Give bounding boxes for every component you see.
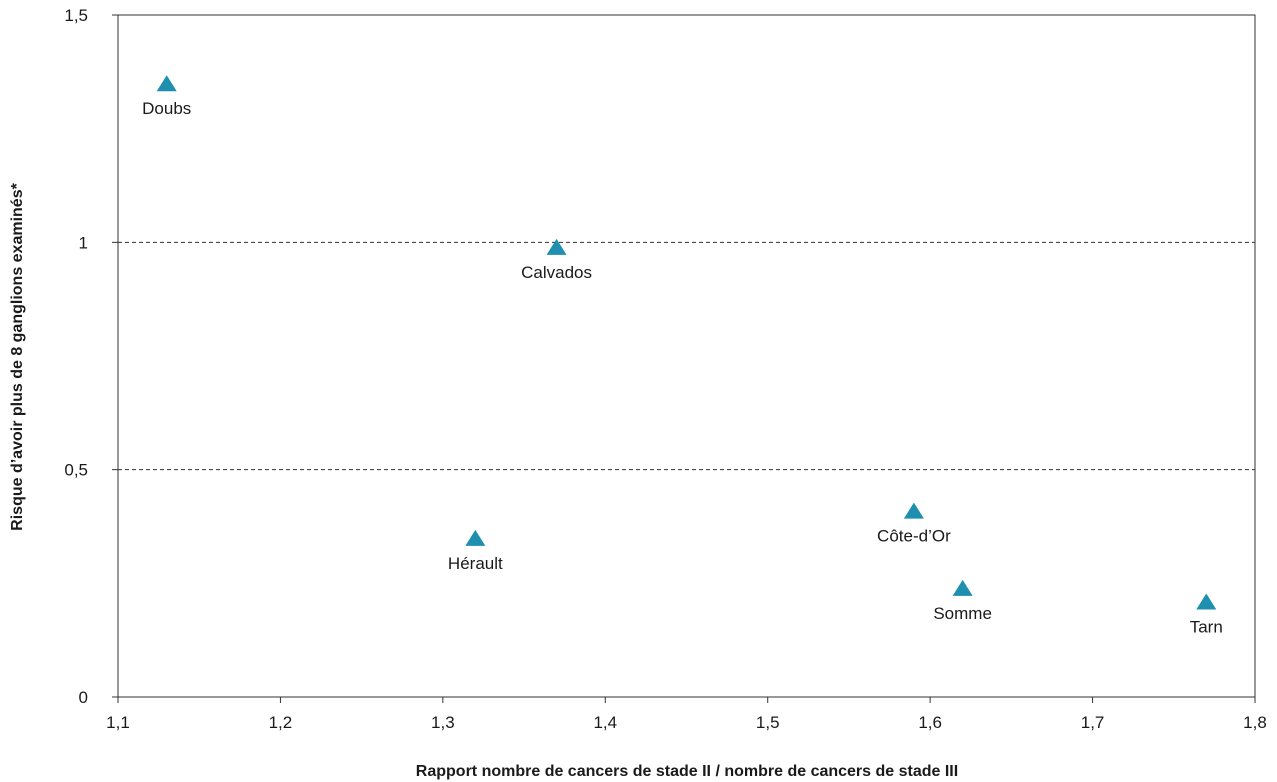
data-point-label: Hérault: [448, 554, 503, 573]
data-point-marker: [1196, 593, 1217, 610]
reference-lines: [118, 241, 1255, 471]
x-axis: 1,1 1,2 1,3 1,4 1,5 1,6 1,7 1,8: [106, 697, 1267, 732]
data-points: Doubs Calvados Hérault Côte-d’Or Somme Tarn: [142, 75, 1223, 637]
y-tick-label: 0: [79, 688, 88, 707]
data-point-label: Somme: [933, 604, 992, 623]
x-tick-label: 1,8: [1243, 713, 1267, 732]
x-axis-title: Rapport nombre de cancers de stade II / …: [416, 763, 958, 780]
x-tick-label: 1,7: [1081, 713, 1105, 732]
data-point-label: Côte-d’Or: [877, 527, 951, 546]
data-point-marker: [546, 238, 567, 255]
data-point-marker: [952, 579, 973, 596]
data-point-marker: [156, 75, 177, 92]
plot-border: [117, 14, 1256, 698]
data-point-label: Tarn: [1190, 618, 1223, 637]
x-tick-label: 1,4: [593, 713, 617, 732]
y-axis: 0 0,5 1 1,5: [64, 6, 118, 707]
data-point-label: Doubs: [142, 99, 191, 118]
y-tick-label: 1,5: [64, 6, 88, 25]
x-tick-label: 1,5: [756, 713, 780, 732]
y-axis-title: Risque d’avoir plus de 8 ganglions exami…: [9, 182, 26, 530]
data-point-label: Calvados: [521, 263, 592, 282]
x-tick-label: 1,1: [106, 713, 130, 732]
data-point-marker: [465, 529, 486, 546]
x-tick-label: 1,3: [431, 713, 455, 732]
data-point-marker: [903, 502, 924, 519]
y-tick-label: 0,5: [64, 461, 88, 480]
x-tick-label: 1,6: [918, 713, 942, 732]
x-tick-label: 1,2: [269, 713, 293, 732]
plot-area: [117, 14, 1256, 698]
y-tick-label: 1: [79, 233, 88, 252]
